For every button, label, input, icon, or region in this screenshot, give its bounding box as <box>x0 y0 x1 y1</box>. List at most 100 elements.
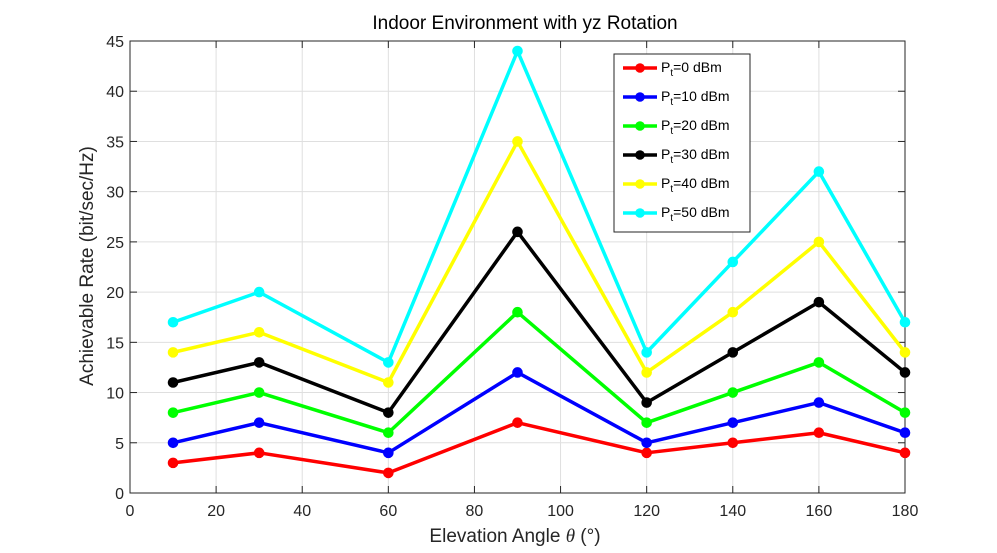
legend-label-main: P <box>661 88 670 104</box>
y-tick-label: 30 <box>106 185 124 202</box>
data-point <box>512 45 523 57</box>
data-point <box>512 226 523 238</box>
series-4 <box>167 136 911 388</box>
data-point <box>167 407 179 418</box>
series-line <box>172 370 906 455</box>
legend-label: Pt=10 dBm <box>661 88 730 108</box>
axes <box>129 40 906 494</box>
data-point <box>383 407 394 418</box>
series-lines <box>167 45 911 479</box>
chart-title: Indoor Environment with yz Rotation <box>372 13 677 34</box>
legend-marker <box>635 179 645 189</box>
legend-label-rest: =20 dBm <box>673 117 729 133</box>
plot-box <box>129 40 906 494</box>
series-line <box>172 230 907 415</box>
data-point <box>727 347 739 358</box>
legend-label-sub: t <box>670 213 673 224</box>
legend-marker <box>635 150 645 160</box>
data-point <box>813 296 825 308</box>
data-point <box>813 357 825 368</box>
legend-label-rest: =10 dBm <box>673 88 729 104</box>
y-axis-title: Achievable Rate (bit/sec/Hz) <box>77 146 98 386</box>
legend-item: Pt=40 dBm <box>623 175 730 195</box>
data-point <box>167 457 179 469</box>
legend-marker <box>635 208 645 218</box>
legend-label: Pt=0 dBm <box>661 59 722 79</box>
legend-label-sub: t <box>670 184 673 195</box>
legend-label-sub: t <box>670 68 673 79</box>
y-tick-label: 0 <box>115 486 124 503</box>
data-point <box>383 467 394 479</box>
x-tick-label: 40 <box>293 503 311 520</box>
data-point <box>899 347 911 358</box>
data-point <box>512 367 523 378</box>
legend-marker <box>635 121 645 131</box>
data-point <box>899 316 911 328</box>
data-point <box>727 417 739 428</box>
data-point <box>641 347 652 358</box>
legend-label-rest: =0 dBm <box>673 59 722 75</box>
y-tick-label: 25 <box>106 235 124 252</box>
data-point <box>899 427 911 439</box>
data-point <box>813 166 825 177</box>
data-point <box>727 387 739 398</box>
legend-item: Pt=0 dBm <box>623 59 722 79</box>
legend-label: Pt=40 dBm <box>661 175 730 195</box>
series-2 <box>167 306 911 439</box>
series-line <box>172 139 907 385</box>
series-5 <box>167 45 911 368</box>
data-point <box>641 367 652 378</box>
x-tick-label: 100 <box>547 503 574 520</box>
legend-label-main: P <box>661 146 670 162</box>
legend-label-sub: t <box>670 126 673 137</box>
legend-label: Pt=30 dBm <box>661 146 730 166</box>
data-point <box>253 417 265 428</box>
legend-label-main: P <box>661 204 670 220</box>
legend-label-sub: t <box>670 155 673 166</box>
legend-item: Pt=20 dBm <box>623 117 730 137</box>
legend-label-rest: =30 dBm <box>673 146 729 162</box>
data-point <box>727 256 739 268</box>
legend-box <box>613 53 751 233</box>
legend-marker <box>635 63 645 73</box>
legend-label-rest: =50 dBm <box>673 204 729 220</box>
x-tick-label: 60 <box>379 503 397 520</box>
data-point <box>383 377 394 388</box>
data-point <box>253 357 265 368</box>
legend-label-sub: t <box>670 97 673 108</box>
x-axis-title-symbol: θ <box>566 526 575 547</box>
legend-label: Pt=20 dBm <box>661 117 730 137</box>
data-point <box>512 306 523 318</box>
x-tick-label: 0 <box>126 503 135 520</box>
series-0 <box>167 417 911 479</box>
y-tick-label: 45 <box>106 34 124 51</box>
legend-item: Pt=50 dBm <box>623 204 730 224</box>
x-axis-title-suffix: (°) <box>575 526 601 547</box>
x-tick-label: 120 <box>633 503 660 520</box>
data-point <box>899 447 911 459</box>
legend-label-main: P <box>661 59 670 75</box>
data-point <box>167 347 179 358</box>
x-axis-title-prefix: Elevation Angle <box>429 526 565 547</box>
x-tick-labels: 0 20 40 60 80 100 120 140 160 180 <box>126 503 919 520</box>
data-point <box>727 437 739 449</box>
data-point <box>813 397 825 408</box>
data-point <box>253 447 265 459</box>
y-tick-label: 40 <box>106 84 124 101</box>
data-point <box>167 377 179 388</box>
data-point <box>512 417 523 428</box>
legend-marker <box>635 92 645 102</box>
series-line <box>172 420 906 475</box>
series-3 <box>167 226 911 418</box>
y-tick-label: 10 <box>106 386 124 403</box>
y-tick-label: 35 <box>106 134 124 151</box>
data-point <box>167 316 179 328</box>
data-point <box>383 357 394 368</box>
data-point <box>253 326 265 338</box>
x-tick-label: 20 <box>207 503 225 520</box>
x-tick-label: 180 <box>892 503 919 520</box>
y-tick-label: 5 <box>115 436 124 453</box>
data-point <box>899 407 911 418</box>
